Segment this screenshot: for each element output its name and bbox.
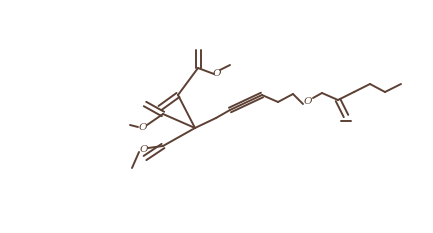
Text: O: O bbox=[304, 96, 312, 106]
Text: O: O bbox=[140, 145, 148, 154]
Text: O: O bbox=[213, 69, 221, 78]
Text: O: O bbox=[139, 123, 147, 131]
